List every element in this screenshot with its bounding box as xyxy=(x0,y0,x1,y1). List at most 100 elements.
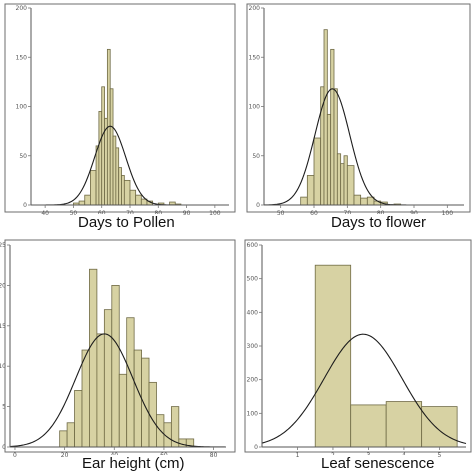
x-tick-label: 80 xyxy=(210,452,218,459)
x-tick-label: 0 xyxy=(13,452,17,459)
x-tick-label: 80 xyxy=(154,210,162,217)
histogram-bar xyxy=(89,268,98,448)
histogram-bar xyxy=(111,285,120,448)
y-tick-label: 0 xyxy=(23,202,27,209)
histogram-bar xyxy=(336,153,342,206)
histogram-bar xyxy=(133,349,142,448)
x-tick-label: 90 xyxy=(410,210,418,217)
histogram-bar xyxy=(141,357,150,448)
normal-curve xyxy=(9,333,227,448)
chart-svg: 0204060800510152025 xyxy=(0,239,236,459)
histogram-bar xyxy=(98,111,103,206)
chart-svg: 40 50 60 70 80 90 100 0 50 100 150 200 xyxy=(4,3,236,217)
y-tick-label: 20 xyxy=(0,282,6,289)
histogram-ear-height: 0204060800510152025 Ear height (cm) xyxy=(0,237,237,474)
histogram-leaf-senescence: 123450100200300400500600 Leaf senescence xyxy=(237,237,474,474)
x-tick-label: 80 xyxy=(377,210,385,217)
histogram-bar xyxy=(90,170,97,206)
x-tick-label: 50 xyxy=(277,210,285,217)
x-axis-label: Leaf senescence xyxy=(319,455,437,472)
histogram-bar xyxy=(346,165,355,206)
histogram-bar xyxy=(103,309,113,448)
y-tick-label: 5 xyxy=(2,404,6,411)
histogram-bar xyxy=(135,194,142,206)
histogram-bar xyxy=(112,135,117,206)
chart-svg: 50 60 70 80 90 100 0 50 100 150 200 xyxy=(246,3,471,217)
histogram-bar xyxy=(300,196,308,206)
x-tick-label: 70 xyxy=(126,210,134,217)
histogram-bar xyxy=(385,401,423,448)
histogram-bar xyxy=(96,333,105,448)
x-tick-label: 100 xyxy=(442,210,454,217)
histogram-bar xyxy=(115,147,120,206)
y-tick-label: 100 xyxy=(16,104,28,111)
y-tick-label: 100 xyxy=(247,410,259,417)
histogram-bar xyxy=(333,88,338,206)
y-tick-label: 300 xyxy=(247,343,259,350)
y-tick-label: 0 xyxy=(2,444,6,451)
y-tick-label: 10 xyxy=(0,363,6,370)
x-tick-label: 90 xyxy=(183,210,191,217)
y-tick-label: 150 xyxy=(16,54,28,61)
x-tick-label: 40 xyxy=(41,210,49,217)
histogram-bar xyxy=(353,194,362,206)
x-tick-label: 100 xyxy=(209,210,221,217)
histogram-bar xyxy=(118,167,122,206)
x-axis-label: Days to flower xyxy=(329,214,429,231)
x-tick-label: 5 xyxy=(437,452,441,459)
histogram-bar xyxy=(59,430,68,448)
histogram-bar xyxy=(101,86,105,206)
y-tick-label: 0 xyxy=(254,444,258,451)
x-tick-label: 50 xyxy=(70,210,78,217)
x-tick-label: 60 xyxy=(98,210,106,217)
x-axis-label: Days to Pollen xyxy=(76,214,177,231)
y-tick-label: 200 xyxy=(249,5,261,12)
histogram-bar xyxy=(109,88,114,206)
histogram-bar xyxy=(126,317,135,448)
histogram-bar xyxy=(421,406,458,448)
histogram-bar xyxy=(74,390,83,448)
histogram-bar xyxy=(121,175,125,206)
histogram-bar xyxy=(306,175,315,206)
y-tick-label: 500 xyxy=(247,276,259,283)
histogram-bar xyxy=(66,422,75,448)
x-tick-label: 60 xyxy=(310,210,318,217)
y-tick-label: 200 xyxy=(247,377,259,384)
y-tick-label: 15 xyxy=(0,323,6,330)
chart-svg: 123450100200300400500600 xyxy=(244,239,472,459)
histogram-bar xyxy=(118,373,128,448)
x-tick-label: 70 xyxy=(344,210,352,217)
x-tick-label: 1 xyxy=(296,452,300,459)
histogram-bar xyxy=(129,189,137,206)
y-tick-label: 400 xyxy=(247,309,259,316)
histogram-bar xyxy=(95,145,100,206)
y-tick-label: 0 xyxy=(256,202,260,209)
y-tick-label: 25 xyxy=(0,242,6,249)
y-tick-label: 150 xyxy=(249,54,261,61)
histogram-bar xyxy=(330,48,335,206)
plot-frame xyxy=(246,3,471,213)
histogram-days-to-flower: 50 60 70 80 90 100 0 50 100 150 200 Days to flower xyxy=(237,0,474,237)
histogram-bar xyxy=(360,197,368,206)
histogram-bar xyxy=(178,438,187,448)
histogram-bar xyxy=(323,29,328,206)
y-tick-label: 200 xyxy=(16,5,28,12)
histogram-bar xyxy=(340,163,345,206)
histogram-bar xyxy=(313,137,322,206)
histogram-bar xyxy=(84,194,91,206)
y-tick-label: 50 xyxy=(252,153,260,160)
y-tick-label: 100 xyxy=(249,104,261,111)
y-tick-label: 600 xyxy=(247,242,259,249)
histogram-bar xyxy=(326,113,332,206)
normal-curve xyxy=(261,333,467,445)
x-tick-label: 20 xyxy=(61,452,69,459)
histogram-days-to-pollen: 40 50 60 70 80 90 100 0 50 100 150 200 Days to Poll… xyxy=(0,0,237,237)
y-tick-label: 50 xyxy=(19,153,27,160)
histogram-bar xyxy=(81,349,90,448)
histogram-bar xyxy=(343,155,348,206)
histogram-bar xyxy=(123,179,131,206)
histogram-bar xyxy=(350,404,387,448)
x-axis-label: Ear height (cm) xyxy=(80,455,187,472)
histogram-bar xyxy=(78,200,86,206)
histogram-bar xyxy=(314,264,352,448)
